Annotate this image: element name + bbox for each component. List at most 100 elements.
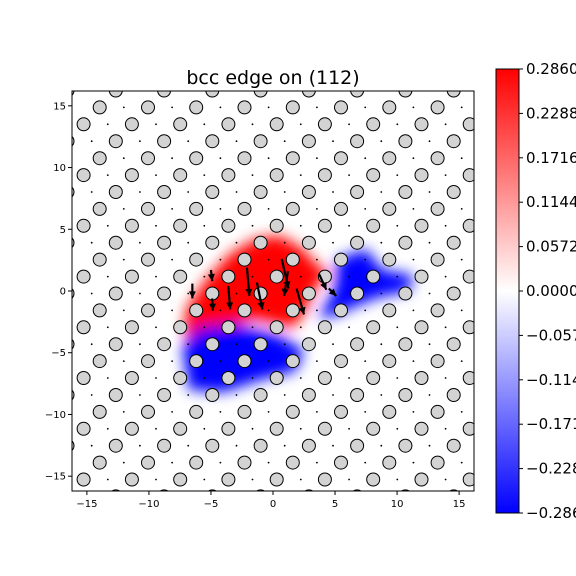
atom (221, 269, 236, 284)
colorbar-fill (496, 69, 519, 513)
atom (205, 91, 220, 98)
atom (317, 117, 332, 132)
atom (173, 218, 188, 233)
displacement-dot (493, 174, 495, 176)
atom (221, 320, 236, 335)
atom (269, 421, 284, 436)
atom (446, 337, 461, 352)
displacement-dot (412, 208, 415, 210)
atom (269, 371, 284, 385)
displacement-dot (332, 394, 334, 396)
displacement-dot (267, 106, 270, 109)
colorbar-tick-label: 0.1716 (526, 149, 576, 167)
displacement-dot (380, 343, 383, 346)
displacement-dot (171, 258, 174, 261)
atom (141, 100, 155, 115)
atom (189, 201, 204, 216)
displacement-dot (90, 140, 93, 143)
displacement-dot (460, 157, 463, 160)
atom (76, 421, 91, 436)
y-tick-label: 10 (53, 163, 66, 174)
atom (479, 405, 492, 418)
atom (350, 91, 365, 98)
displacement-dot (348, 174, 350, 177)
atom (124, 320, 139, 335)
atom (350, 286, 365, 301)
displacement-dot (460, 106, 463, 109)
atom (221, 117, 236, 132)
atom (237, 404, 252, 419)
atom (367, 67, 380, 80)
displacement-dot (187, 444, 190, 447)
atom (301, 388, 316, 402)
displacement-dot (219, 411, 222, 413)
atom-layer (72, 67, 492, 520)
atom (431, 507, 444, 520)
displacement-dot (251, 275, 254, 278)
displacement-dot (316, 309, 318, 312)
displacement-dot (90, 444, 93, 447)
displacement-arrow (209, 298, 216, 311)
displacement-dot (299, 174, 302, 177)
plot-area (71, 67, 495, 520)
displacement-dot (348, 224, 350, 227)
atom (317, 320, 332, 335)
displacement-dot (139, 343, 141, 346)
displacement-dot (316, 461, 318, 464)
displacement-dot (155, 427, 157, 430)
displacement-dot (187, 241, 190, 244)
atom (446, 388, 461, 402)
displacement-dot (299, 123, 302, 126)
displacement-dot (316, 360, 318, 362)
atom (205, 286, 220, 301)
displacement-dot (380, 241, 383, 244)
atom (157, 388, 172, 402)
displacement-dot (412, 106, 415, 109)
atom (77, 67, 90, 80)
displacement-dot (493, 326, 495, 328)
atom (269, 168, 284, 183)
atom (124, 117, 139, 132)
displacement-dot (122, 461, 125, 464)
atom (350, 438, 365, 453)
displacement-dot (493, 73, 495, 75)
displacement-dot (396, 275, 399, 278)
atom (76, 320, 91, 335)
displacement-dot (299, 377, 302, 379)
atom (446, 91, 461, 98)
atom (141, 201, 155, 216)
displacement-dot (412, 461, 415, 464)
displacement-dot (428, 140, 431, 143)
displacement-dot (364, 461, 367, 464)
atom (382, 100, 397, 115)
atom (446, 438, 461, 453)
atom (479, 355, 492, 368)
displacement-dot (283, 444, 286, 447)
displacement-dot (171, 411, 174, 413)
displacement-dot (187, 292, 190, 295)
colorbar-tick-label: 0.0000 (526, 282, 576, 300)
displacement-dot (171, 360, 174, 362)
displacement-dot (460, 309, 463, 312)
displacement-arrow (207, 269, 215, 282)
atom (317, 218, 332, 233)
atom (269, 269, 284, 284)
displacement-dot (380, 444, 383, 447)
atom (124, 472, 139, 487)
arrow-layer (188, 258, 338, 315)
atom (350, 235, 365, 250)
displacement-dot (299, 326, 302, 329)
displacement-dot (477, 140, 479, 142)
atom (92, 354, 107, 369)
displacement-dot (203, 174, 206, 177)
atom (430, 455, 445, 470)
displacement-dot (428, 292, 431, 295)
atom (414, 168, 429, 183)
displacement-dot (364, 309, 367, 312)
atom (76, 117, 91, 132)
atom (285, 303, 300, 318)
displacement-dot (429, 496, 431, 498)
x-tick-label: 5 (332, 499, 338, 510)
arrow-head (298, 306, 306, 315)
atom (253, 337, 268, 352)
